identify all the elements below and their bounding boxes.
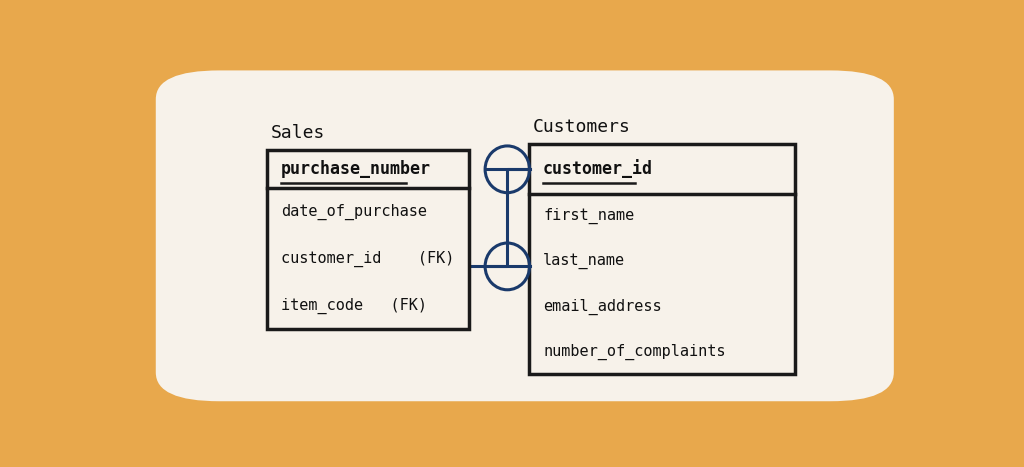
Text: first_name: first_name [543, 208, 634, 224]
Bar [528, 144, 795, 374]
Text: email_address: email_address [543, 298, 662, 315]
Text: customer_id    (FK): customer_id (FK) [282, 251, 455, 267]
FancyBboxPatch shape [156, 71, 894, 401]
Text: item_code   (FK): item_code (FK) [282, 297, 427, 314]
Text: Sales: Sales [270, 124, 326, 142]
Text: date_of_purchase: date_of_purchase [282, 204, 427, 220]
Text: Customers: Customers [532, 118, 631, 136]
Text: purchase_number: purchase_number [282, 160, 431, 178]
Text: customer_id: customer_id [543, 159, 653, 178]
Text: last_name: last_name [543, 253, 626, 269]
Bar [267, 149, 469, 329]
Text: number_of_complaints: number_of_complaints [543, 344, 726, 360]
